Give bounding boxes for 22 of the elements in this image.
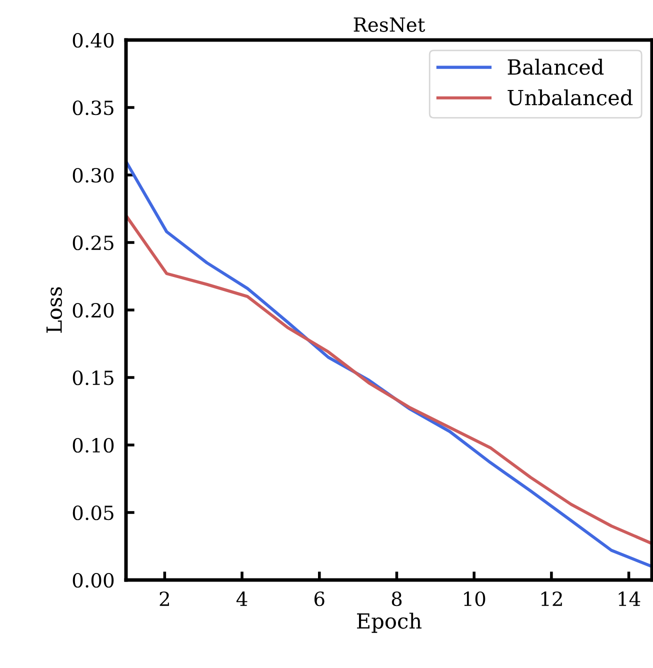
x-tick-label: 8 xyxy=(392,591,402,606)
x-tick-label: 14 xyxy=(618,591,640,606)
x-axis-title: Epoch xyxy=(357,612,422,633)
x-tick-label: 12 xyxy=(541,591,562,606)
x-tick-label: 4 xyxy=(236,591,248,606)
legend-label: Balanced xyxy=(508,58,604,75)
chart-title: ResNet xyxy=(354,17,426,32)
y-axis-title: Loss xyxy=(46,287,62,333)
line-series xyxy=(126,214,652,546)
y-tick-label: 0.10 xyxy=(72,438,114,453)
y-tick-label: 0.00 xyxy=(72,572,114,588)
legend-label: Unbalanced xyxy=(508,89,633,106)
x-tick-label: 6 xyxy=(314,591,324,606)
x-tick-label: 2 xyxy=(160,591,169,606)
y-tick-label: 0.20 xyxy=(72,302,114,318)
y-tick-label: 0.35 xyxy=(72,100,114,116)
y-tick-label: 0.30 xyxy=(72,168,114,183)
y-tick-label: 0.25 xyxy=(72,235,114,250)
x-tick-label: 10 xyxy=(464,591,486,606)
y-tick-label: 0.05 xyxy=(72,505,114,520)
y-tick-label: 0.15 xyxy=(72,370,114,386)
y-tick-label: 0.40 xyxy=(72,32,114,48)
